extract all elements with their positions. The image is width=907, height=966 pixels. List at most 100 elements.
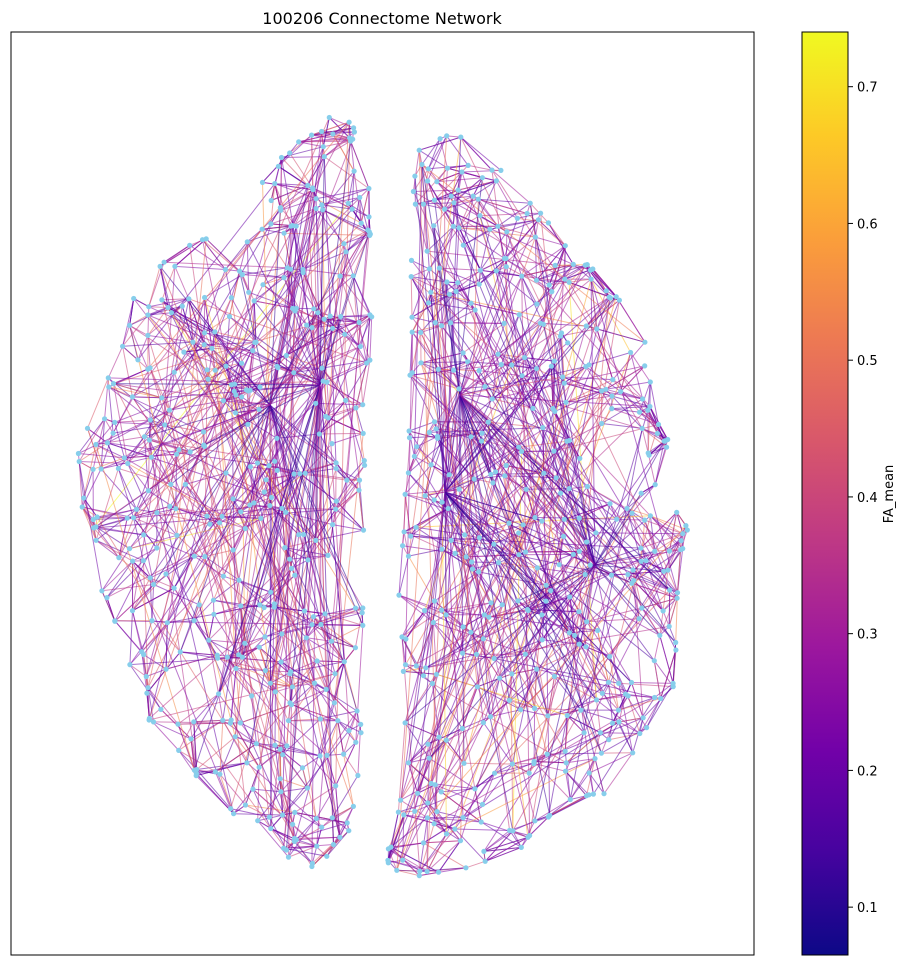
network-node <box>416 873 422 879</box>
network-edge <box>597 630 609 683</box>
network-node <box>110 430 116 436</box>
network-node <box>683 523 689 529</box>
network-edge <box>508 673 513 701</box>
network-edge <box>491 169 531 204</box>
network-edge <box>484 357 525 388</box>
network-edge <box>408 430 432 466</box>
network-edge <box>122 314 149 347</box>
network-node <box>431 598 438 604</box>
network-node <box>324 853 330 859</box>
network-edge <box>659 610 664 636</box>
network-node <box>514 215 521 221</box>
network-edge <box>603 752 634 794</box>
network-edge <box>262 228 285 234</box>
network-node <box>321 316 327 322</box>
network-node <box>518 707 524 713</box>
network-node <box>405 760 412 766</box>
network-node <box>670 680 676 687</box>
network-edge <box>350 140 370 189</box>
network-edge <box>478 198 531 204</box>
network-node <box>202 553 208 560</box>
network-edge <box>320 710 358 720</box>
colorbar-tick-label: 0.3 <box>857 628 878 643</box>
network-edge <box>641 597 678 609</box>
network-node <box>338 313 344 320</box>
network-node <box>581 730 587 736</box>
network-edge <box>171 312 205 346</box>
network-node <box>664 444 670 450</box>
network-node <box>272 458 278 464</box>
network-edge <box>145 139 354 677</box>
network-edge <box>595 532 661 636</box>
network-edge <box>477 198 499 227</box>
network-edge <box>490 700 510 717</box>
network-edge <box>413 191 566 280</box>
network-node <box>666 548 673 554</box>
network-node <box>263 477 269 483</box>
network-edge <box>213 605 241 615</box>
network-edge <box>311 134 350 139</box>
network-edge <box>416 446 432 466</box>
network-edge <box>153 454 178 585</box>
network-node <box>90 466 96 472</box>
network-node <box>479 801 486 808</box>
network-edge <box>404 493 596 566</box>
network-node <box>609 406 615 412</box>
network-node <box>214 652 220 658</box>
network-node <box>191 767 197 773</box>
network-node <box>275 163 281 169</box>
network-node <box>79 504 85 510</box>
network-edge <box>143 117 330 536</box>
network-node <box>367 312 373 318</box>
network-edge <box>647 452 656 485</box>
network-node <box>220 573 227 579</box>
network-node <box>249 693 255 699</box>
network-node <box>586 792 592 798</box>
network-edge <box>252 788 282 793</box>
network-node <box>293 223 299 229</box>
network-node <box>425 800 431 806</box>
network-node <box>539 637 545 643</box>
network-edge <box>281 508 286 548</box>
network-edge <box>450 322 570 489</box>
network-edge <box>463 278 592 764</box>
network-edge <box>269 207 281 406</box>
network-edge <box>118 121 350 558</box>
network-edge <box>332 524 364 531</box>
network-node <box>577 455 583 461</box>
network-node <box>570 551 576 558</box>
network-edge <box>546 715 568 755</box>
network-edge <box>161 299 271 406</box>
network-edge <box>565 364 590 403</box>
network-node <box>319 128 325 135</box>
network-node <box>232 381 238 387</box>
network-node <box>564 712 570 719</box>
network-node <box>350 803 356 810</box>
network-node <box>200 429 207 435</box>
network-edge <box>460 136 669 571</box>
network-edge <box>596 328 646 343</box>
network-edge <box>432 622 437 675</box>
network-node <box>274 467 280 473</box>
network-node <box>233 665 239 672</box>
network-node <box>406 435 413 441</box>
network-edge <box>609 618 640 657</box>
network-edge <box>411 316 436 324</box>
network-edge <box>459 394 549 716</box>
network-edge <box>248 291 293 309</box>
network-edge <box>148 673 336 721</box>
network-edge <box>352 275 360 323</box>
network-edge <box>444 491 485 615</box>
network-edge <box>324 613 363 626</box>
network-edge <box>345 359 371 401</box>
network-edge <box>426 833 447 872</box>
network-edge <box>461 171 596 566</box>
network-node <box>268 494 274 501</box>
network-edge <box>596 296 617 330</box>
network-edge <box>137 183 276 361</box>
network-edge <box>258 748 281 768</box>
network-edge <box>583 569 669 733</box>
network-edge <box>444 168 448 210</box>
network-node <box>486 614 492 620</box>
